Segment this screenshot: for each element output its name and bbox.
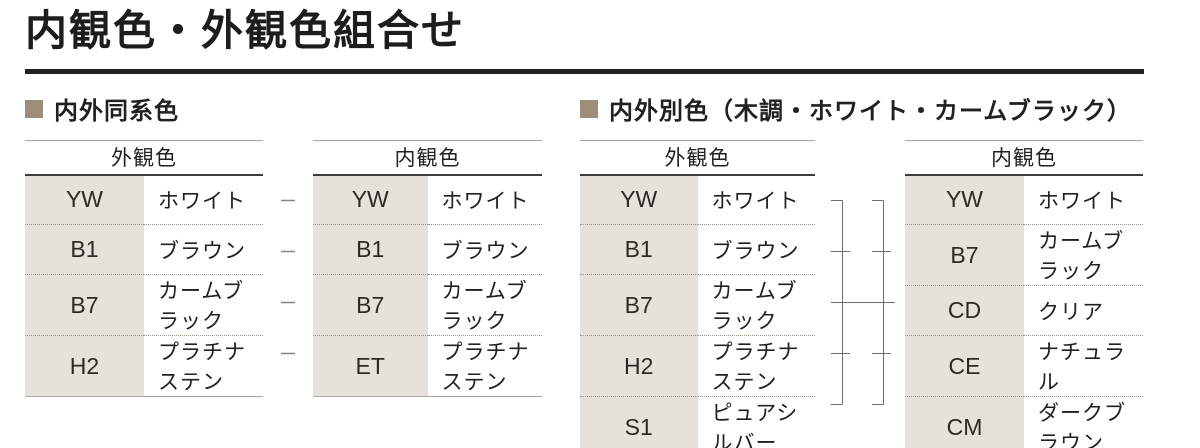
color-name-cell: プラチナステン — [427, 335, 542, 397]
color-name-cell: カームブラック — [427, 274, 542, 336]
color-name-cell: ダークブラウン — [1024, 396, 1143, 448]
table-row: B1 ブラウン — [580, 224, 815, 275]
table-row: B1 ブラウン — [313, 224, 542, 275]
many-to-many-bracket-connector — [815, 140, 905, 430]
table-header: 内観色 — [905, 140, 1143, 176]
color-name-cell: ホワイト — [158, 189, 246, 213]
color-code-cell: H2 — [580, 335, 698, 397]
table-row: B7 カームブラック — [580, 274, 815, 336]
interior-color-table: 内観色 YW ホワイト B1 ブラウン — [313, 140, 542, 397]
color-name-cell: ピュアシルバー — [697, 396, 815, 448]
color-name-cell: ホワイト — [1038, 189, 1126, 213]
table-row: YW ホワイト — [313, 174, 542, 225]
square-bullet-icon — [580, 99, 598, 118]
table-row: B7 カームブラック — [313, 274, 542, 336]
exterior-color-table: 外観色 YW ホワイト B1 ブラウン — [25, 140, 263, 397]
color-code-cell: CE — [905, 335, 1024, 397]
table-row: H2 プラチナステン — [25, 335, 263, 397]
section-same-color-family: 内外同系色 外観色 YW ホワイト B1 — [25, 95, 580, 397]
color-code-cell: YW — [905, 174, 1024, 225]
table-row: B7 カームブラック — [905, 224, 1143, 286]
color-code-cell: B7 — [905, 224, 1024, 286]
pairing-dash-connector — [263, 140, 313, 379]
exterior-color-table: 外観色 YW ホワイト B1 ブラウン — [580, 140, 815, 448]
section-heading-label: 内外別色（木調・ホワイト・カームブラック） — [609, 98, 1132, 125]
color-name-cell: ブラウン — [144, 224, 263, 275]
color-code-cell: ET — [313, 335, 428, 397]
color-code-cell: CM — [905, 396, 1024, 448]
table-row: B7 カームブラック — [25, 274, 263, 336]
table-row: YW ホワイト — [25, 174, 263, 225]
color-code-cell: YW — [580, 174, 698, 225]
color-code-cell: B7 — [313, 274, 428, 336]
table-row: CM ダークブラウン — [905, 396, 1143, 448]
section-different-colors: 内外別色（木調・ホワイト・カームブラック） 外観色 YW ホワイト — [580, 95, 1144, 448]
interior-color-table: 内観色 YW ホワイト B7 カームブラック — [905, 140, 1143, 448]
color-code-cell: B7 — [25, 274, 144, 336]
table-row: CE ナチュラル — [905, 335, 1143, 397]
color-name-cell: ホワイト — [441, 189, 530, 213]
section-tables: 外観色 YW ホワイト B1 ブラウン — [25, 140, 580, 397]
section-heading: 内外同系色 — [25, 95, 580, 125]
color-name-cell: カームブラック — [697, 274, 815, 336]
color-name-cell: ホワイト — [711, 189, 800, 213]
table-row: CD クリア — [905, 285, 1143, 336]
color-code-cell: H2 — [25, 335, 144, 397]
color-name-cell: ブラウン — [697, 224, 815, 275]
color-code-cell: S1 — [580, 396, 698, 448]
color-code-cell: B1 — [25, 224, 144, 275]
color-name-cell: カームブラック — [144, 274, 263, 336]
color-code-cell: B1 — [313, 224, 428, 275]
color-name-cell: プラチナステン — [697, 335, 815, 397]
section-tables: 外観色 YW ホワイト B1 ブラウン — [580, 140, 1144, 448]
table-header: 内観色 — [313, 140, 542, 176]
title-underline — [25, 69, 1144, 74]
page-title: 内観色・外観色組合せ — [25, 7, 466, 54]
table-header: 外観色 — [25, 140, 263, 176]
color-code-cell: YW — [313, 174, 428, 225]
sections-container: 内外同系色 外観色 YW ホワイト B1 — [25, 95, 1200, 448]
color-code-cell: B7 — [580, 274, 698, 336]
color-name-cell: カームブラック — [1024, 224, 1143, 286]
section-heading: 内外別色（木調・ホワイト・カームブラック） — [580, 95, 1144, 125]
table-row: S1 ピュアシルバー — [580, 396, 815, 448]
square-bullet-icon — [25, 99, 43, 118]
table-row: B1 ブラウン — [25, 224, 263, 275]
color-name-cell: ナチュラル — [1024, 335, 1143, 397]
table-row: YW ホワイト — [580, 174, 815, 225]
section-heading-label: 内外同系色 — [54, 98, 179, 125]
color-name-cell: プラチナステン — [144, 335, 263, 397]
color-code-cell: CD — [905, 285, 1024, 336]
table-header: 外観色 — [580, 140, 815, 176]
color-name-cell: クリア — [1024, 285, 1143, 336]
color-code-cell: B1 — [580, 224, 698, 275]
table-row: ET プラチナステン — [313, 335, 542, 397]
table-row: H2 プラチナステン — [580, 335, 815, 397]
color-name-cell: ブラウン — [427, 224, 542, 275]
color-code-cell: YW — [25, 174, 144, 225]
table-row: YW ホワイト — [905, 174, 1143, 225]
